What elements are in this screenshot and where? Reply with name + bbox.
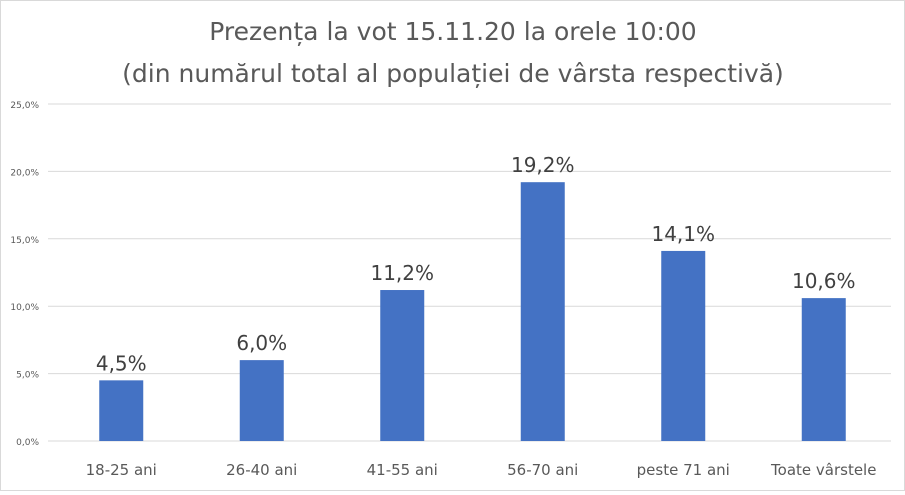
chart-title: Prezența la vot 15.11.20 la orele 10:00 [209, 17, 696, 46]
bar [801, 298, 846, 441]
bar [239, 360, 284, 441]
x-tick-label: peste 71 ani [637, 461, 730, 479]
x-tick-label: 56-70 ani [507, 461, 578, 479]
bar [380, 290, 425, 441]
x-tick-label: Toate vârstele [770, 461, 876, 479]
x-tick-label: 26-40 ani [226, 461, 297, 479]
y-tick-label: 0,0% [16, 438, 39, 448]
bar [99, 380, 144, 441]
bar [661, 250, 706, 441]
data-label: 6,0% [236, 331, 287, 355]
y-tick-label: 25,0% [10, 101, 39, 111]
x-tick-label: 18-25 ani [86, 461, 157, 479]
data-label: 19,2% [511, 153, 575, 177]
data-label: 14,1% [651, 222, 715, 246]
y-tick-label: 5,0% [16, 371, 39, 381]
data-label: 10,6% [792, 269, 856, 293]
chart-subtitle: (din numărul total al populației de vârs… [122, 59, 784, 88]
data-label: 11,2% [370, 261, 434, 285]
bar [520, 182, 565, 441]
y-tick-label: 20,0% [10, 168, 39, 178]
y-tick-label: 15,0% [10, 236, 39, 246]
x-tick-label: 41-55 ani [367, 461, 438, 479]
y-tick-label: 10,0% [10, 303, 39, 313]
data-label: 4,5% [96, 351, 147, 375]
